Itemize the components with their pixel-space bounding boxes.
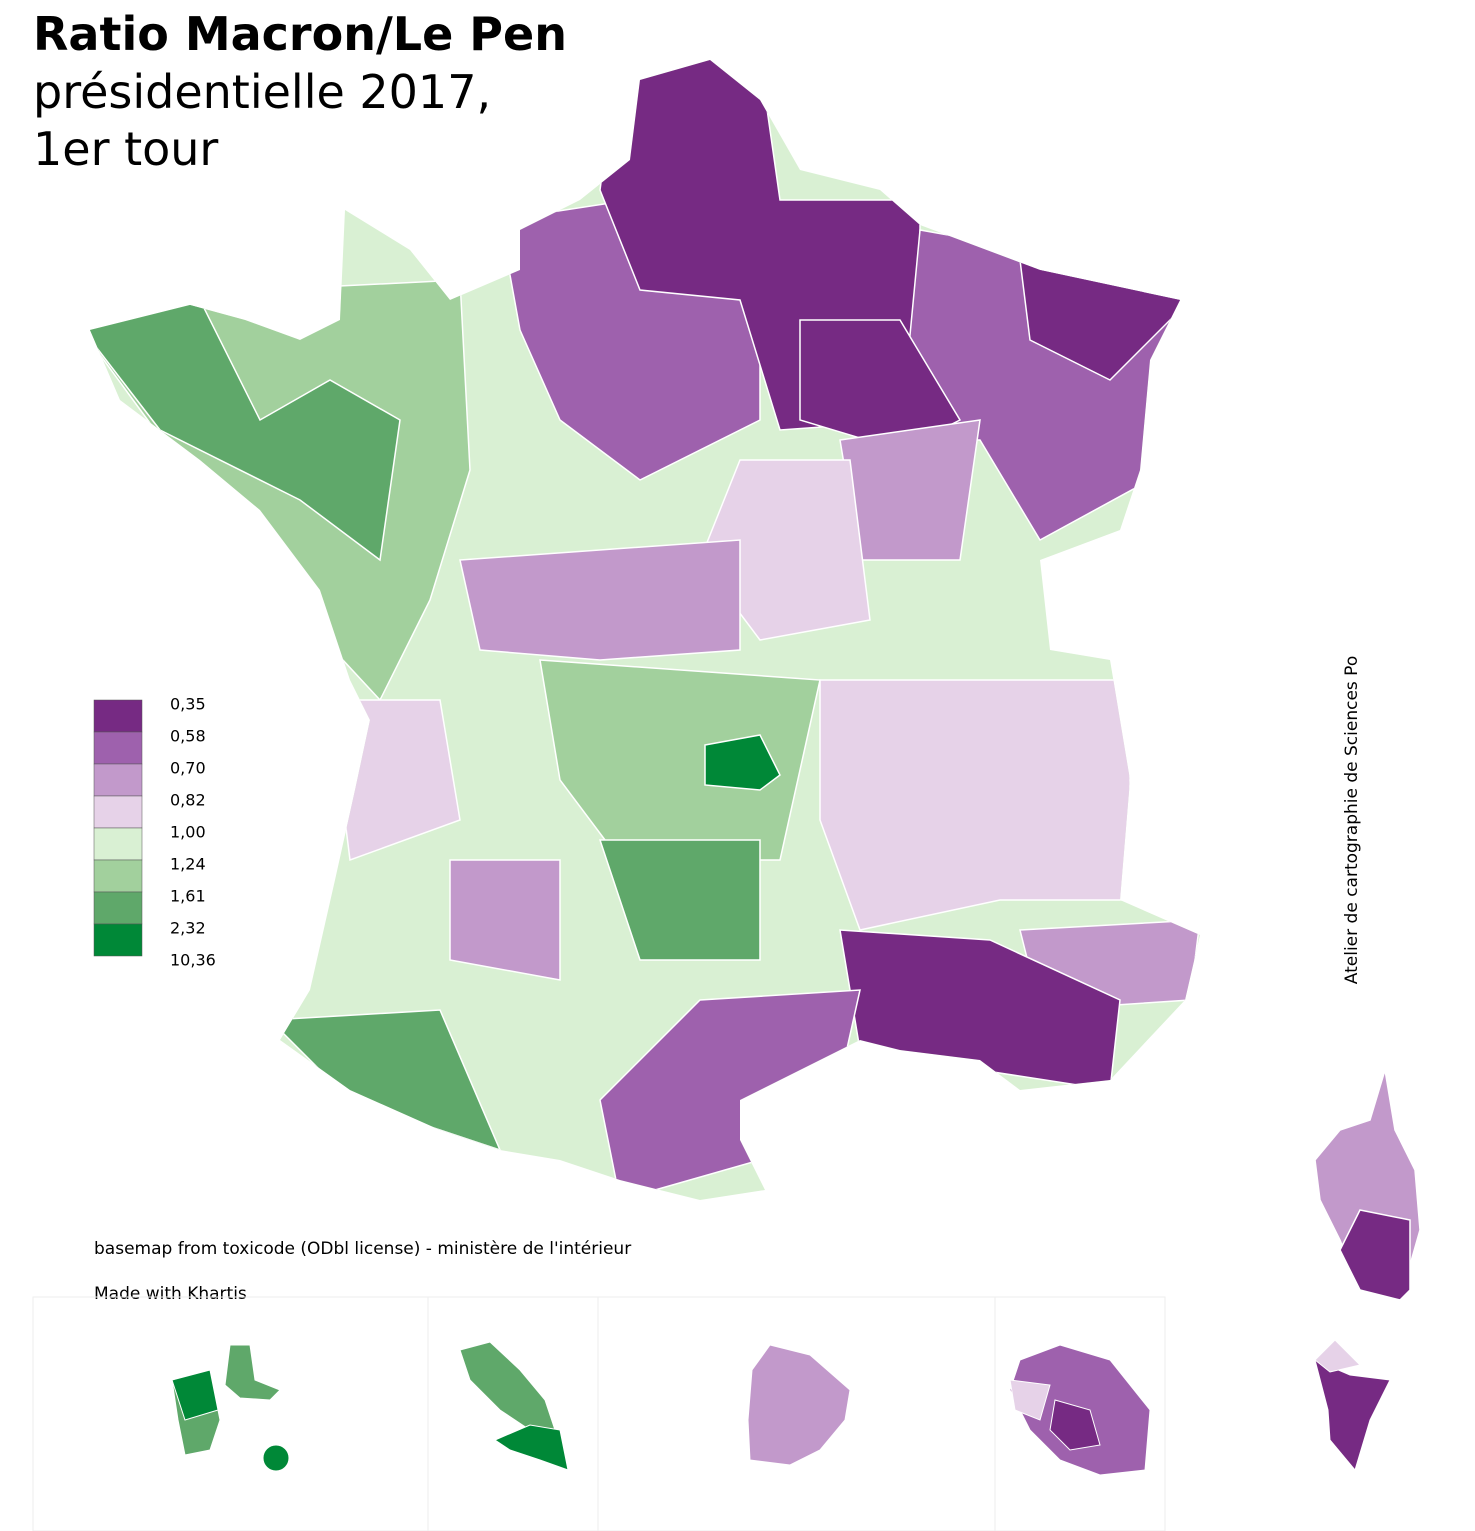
france-map xyxy=(90,60,1200,1200)
region xyxy=(90,299,401,562)
corsica xyxy=(1314,1069,1421,1301)
legend: 0,35 0,58 0,70 0,82 1,00 1,24 1,61 2,32 10,36 xyxy=(93,695,216,970)
legend-swatch xyxy=(93,859,143,893)
region xyxy=(459,539,741,661)
legend-swatch xyxy=(93,731,143,765)
legend-label: 1,24 xyxy=(170,855,206,874)
legend-label: 10,36 xyxy=(170,951,216,970)
legend-swatch xyxy=(93,699,143,733)
legend-label: 0,82 xyxy=(170,791,206,810)
side-note: Atelier de cartographie de Sciences Po xyxy=(1342,656,1362,984)
credit: basemap from toxicode (ODbl license) - m… xyxy=(94,1239,631,1259)
region xyxy=(449,859,561,981)
legend-swatch xyxy=(93,923,143,957)
legend-label: 0,35 xyxy=(170,695,206,714)
legend-swatch xyxy=(93,827,143,861)
region xyxy=(839,419,981,561)
map-title: Ratio Macron/Le Pen xyxy=(33,7,567,61)
legend-swatch xyxy=(93,891,143,925)
legend-label: 0,58 xyxy=(170,727,206,746)
map-subtitle: 1er tour xyxy=(33,122,218,176)
legend-swatch xyxy=(93,763,143,797)
credit: Made with Khartis xyxy=(94,1284,247,1304)
insets xyxy=(32,1296,1166,1531)
legend-label: 1,61 xyxy=(170,887,206,906)
region xyxy=(704,734,781,791)
legend-label: 0,70 xyxy=(170,759,206,778)
legend-swatch xyxy=(93,795,143,829)
legend-label: 1,00 xyxy=(170,823,206,842)
region xyxy=(819,679,1131,931)
inset-shapes xyxy=(171,1339,1391,1476)
map-subtitle: présidentielle 2017, xyxy=(33,65,491,119)
region xyxy=(598,839,761,961)
legend-label: 2,32 xyxy=(170,919,206,938)
